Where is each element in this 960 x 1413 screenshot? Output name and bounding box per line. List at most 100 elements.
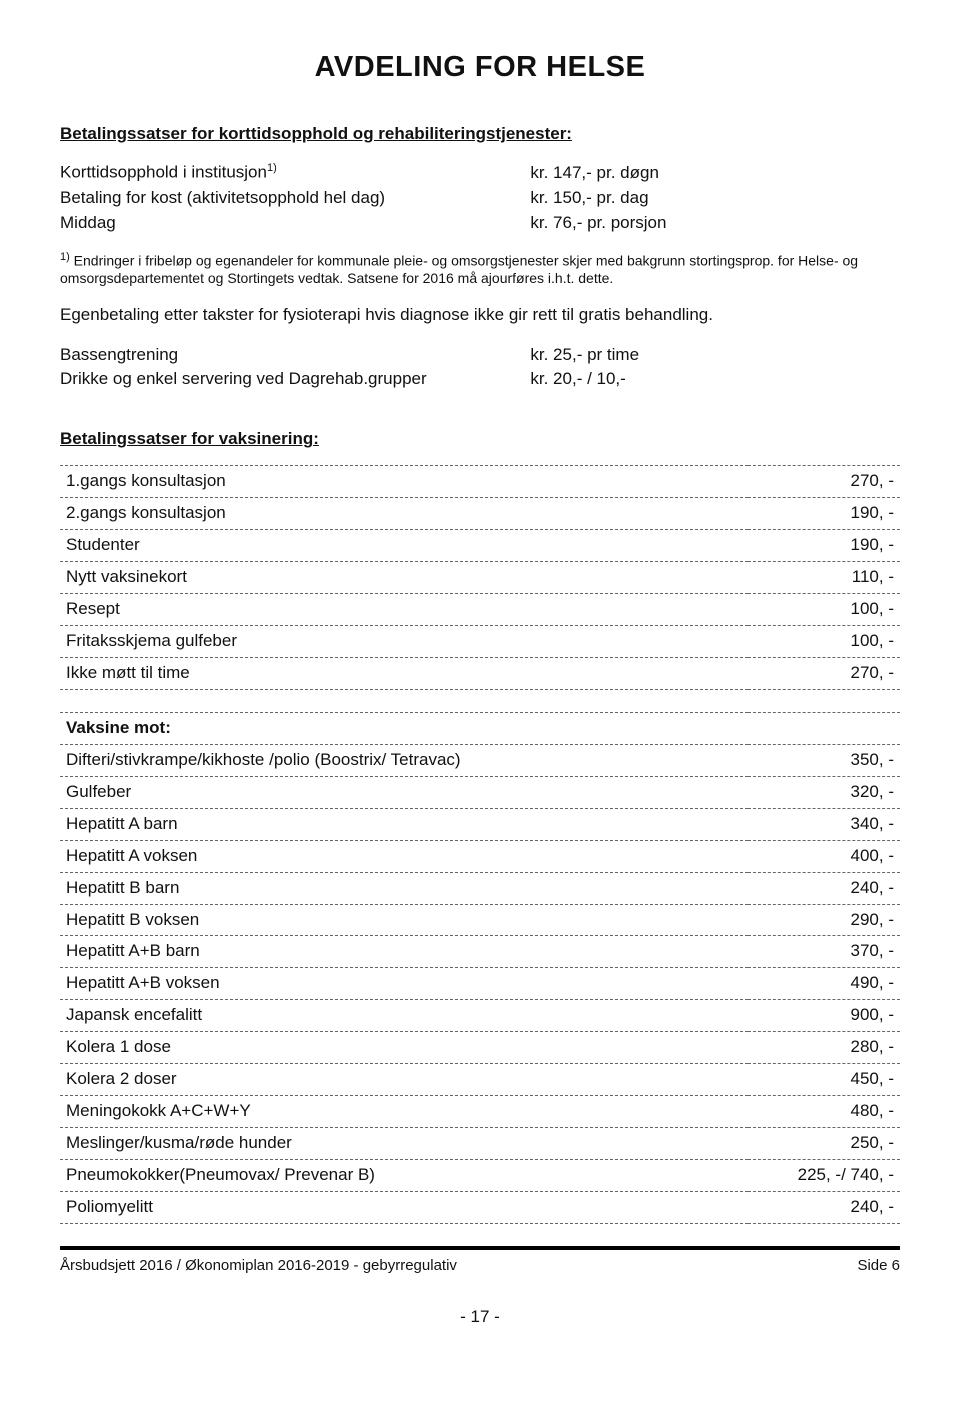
cell-price: 100, - xyxy=(748,626,900,658)
page-title: AVDELING FOR HELSE xyxy=(60,48,900,87)
table-row: Hepatitt A+B barn370, - xyxy=(60,936,900,968)
kv-label: Middag xyxy=(60,211,530,236)
table-row: Difteri/stivkrampe/kikhoste /polio (Boos… xyxy=(60,744,900,776)
cell-price: 370, - xyxy=(748,936,900,968)
cell-price: 900, - xyxy=(748,1000,900,1032)
cell-label: Hepatitt B barn xyxy=(60,872,748,904)
cell-label: Japansk encefalitt xyxy=(60,1000,748,1032)
cell-price: 320, - xyxy=(748,776,900,808)
table-header-row: Vaksine mot: xyxy=(60,712,900,744)
table-consultations: 1.gangs konsultasjon270, -2.gangs konsul… xyxy=(60,465,900,690)
cell-price: 240, - xyxy=(748,872,900,904)
cell-label: 1.gangs konsultasjon xyxy=(60,466,748,498)
kv-row: Korttidsopphold i institusjon1)kr. 147,-… xyxy=(60,160,900,186)
footer: Årsbudsjett 2016 / Økonomiplan 2016-2019… xyxy=(60,1256,900,1276)
table-row: Hepatitt B voksen290, - xyxy=(60,904,900,936)
cell-price: 190, - xyxy=(748,498,900,530)
kv-group-2: Bassengtreningkr. 25,- pr timeDrikke og … xyxy=(60,343,900,393)
kv-row: Drikke og enkel servering ved Dagrehab.g… xyxy=(60,367,900,392)
cell-label: Hepatitt A voksen xyxy=(60,840,748,872)
divider xyxy=(60,1246,900,1250)
footnote: 1) Endringer i fribeløp og egenandeler f… xyxy=(60,250,900,288)
kv-value: kr. 147,- pr. døgn xyxy=(530,160,900,186)
cell-price: 280, - xyxy=(748,1032,900,1064)
table-row: 2.gangs konsultasjon190, - xyxy=(60,498,900,530)
table-row: Meningokokk A+C+W+Y480, - xyxy=(60,1096,900,1128)
paragraph: Egenbetaling etter takster for fysiotera… xyxy=(60,304,900,327)
kv-group-1: Korttidsopphold i institusjon1)kr. 147,-… xyxy=(60,160,900,235)
kv-value: kr. 150,- pr. dag xyxy=(530,186,900,211)
table-row: Resept100, - xyxy=(60,594,900,626)
table-row: Hepatitt A voksen400, - xyxy=(60,840,900,872)
table-row: Pneumokokker(Pneumovax/ Prevenar B)225, … xyxy=(60,1160,900,1192)
cell-price: 290, - xyxy=(748,904,900,936)
footnote-marker: 1) xyxy=(60,251,70,263)
cell-label: Kolera 1 dose xyxy=(60,1032,748,1064)
cell-label: Hepatitt B voksen xyxy=(60,904,748,936)
cell-label: Meslinger/kusma/røde hunder xyxy=(60,1128,748,1160)
cell-price: 400, - xyxy=(748,840,900,872)
table-row: 1.gangs konsultasjon270, - xyxy=(60,466,900,498)
cell-label: 2.gangs konsultasjon xyxy=(60,498,748,530)
table-header-spacer xyxy=(748,712,900,744)
kv-label: Korttidsopphold i institusjon1) xyxy=(60,160,530,186)
cell-label: Ikke møtt til time xyxy=(60,657,748,689)
table-row: Meslinger/kusma/røde hunder250, - xyxy=(60,1128,900,1160)
cell-price: 225, -/ 740, - xyxy=(748,1160,900,1192)
kv-value: kr. 25,- pr time xyxy=(530,343,900,368)
page-number: - 17 - xyxy=(60,1306,900,1329)
cell-label: Poliomyelitt xyxy=(60,1191,748,1223)
kv-row: Betaling for kost (aktivitetsopphold hel… xyxy=(60,186,900,211)
table-row: Hepatitt A barn340, - xyxy=(60,808,900,840)
table-vaccines: Vaksine mot: Difteri/stivkrampe/kikhoste… xyxy=(60,712,900,1224)
table-row: Studenter190, - xyxy=(60,530,900,562)
table-row: Poliomyelitt240, - xyxy=(60,1191,900,1223)
table-row: Fritaksskjema gulfeber100, - xyxy=(60,626,900,658)
cell-price: 350, - xyxy=(748,744,900,776)
cell-label: Studenter xyxy=(60,530,748,562)
table-row: Ikke møtt til time270, - xyxy=(60,657,900,689)
footer-right: Side 6 xyxy=(857,1256,900,1276)
cell-label: Kolera 2 doser xyxy=(60,1064,748,1096)
cell-price: 450, - xyxy=(748,1064,900,1096)
cell-price: 250, - xyxy=(748,1128,900,1160)
kv-value: kr. 20,- / 10,- xyxy=(530,367,900,392)
kv-label: Drikke og enkel servering ved Dagrehab.g… xyxy=(60,367,530,392)
cell-price: 480, - xyxy=(748,1096,900,1128)
kv-value: kr. 76,- pr. porsjon xyxy=(530,211,900,236)
section2-heading: Betalingssatser for vaksinering: xyxy=(60,428,900,451)
footer-left: Årsbudsjett 2016 / Økonomiplan 2016-2019… xyxy=(60,1256,457,1276)
cell-label: Hepatitt A barn xyxy=(60,808,748,840)
table-row: Kolera 2 doser450, - xyxy=(60,1064,900,1096)
cell-price: 190, - xyxy=(748,530,900,562)
cell-label: Meningokokk A+C+W+Y xyxy=(60,1096,748,1128)
cell-price: 270, - xyxy=(748,466,900,498)
footnote-text: Endringer i fribeløp og egenandeler for … xyxy=(60,252,858,286)
table-row: Gulfeber320, - xyxy=(60,776,900,808)
kv-label: Betaling for kost (aktivitetsopphold hel… xyxy=(60,186,530,211)
table-header-label: Vaksine mot: xyxy=(60,712,748,744)
cell-label: Fritaksskjema gulfeber xyxy=(60,626,748,658)
table-row: Kolera 1 dose280, - xyxy=(60,1032,900,1064)
cell-label: Hepatitt A+B voksen xyxy=(60,968,748,1000)
kv-row: Bassengtreningkr. 25,- pr time xyxy=(60,343,900,368)
kv-row: Middagkr. 76,- pr. porsjon xyxy=(60,211,900,236)
cell-price: 490, - xyxy=(748,968,900,1000)
cell-label: Resept xyxy=(60,594,748,626)
section1-heading: Betalingssatser for korttidsopphold og r… xyxy=(60,123,900,146)
cell-price: 240, - xyxy=(748,1191,900,1223)
table-row: Nytt vaksinekort110, - xyxy=(60,562,900,594)
cell-price: 100, - xyxy=(748,594,900,626)
kv-label: Bassengtrening xyxy=(60,343,530,368)
table-row: Hepatitt B barn240, - xyxy=(60,872,900,904)
cell-price: 270, - xyxy=(748,657,900,689)
cell-label: Hepatitt A+B barn xyxy=(60,936,748,968)
cell-label: Pneumokokker(Pneumovax/ Prevenar B) xyxy=(60,1160,748,1192)
cell-label: Difteri/stivkrampe/kikhoste /polio (Boos… xyxy=(60,744,748,776)
table-row: Japansk encefalitt900, - xyxy=(60,1000,900,1032)
cell-price: 110, - xyxy=(748,562,900,594)
cell-price: 340, - xyxy=(748,808,900,840)
cell-label: Nytt vaksinekort xyxy=(60,562,748,594)
cell-label: Gulfeber xyxy=(60,776,748,808)
table-row: Hepatitt A+B voksen490, - xyxy=(60,968,900,1000)
